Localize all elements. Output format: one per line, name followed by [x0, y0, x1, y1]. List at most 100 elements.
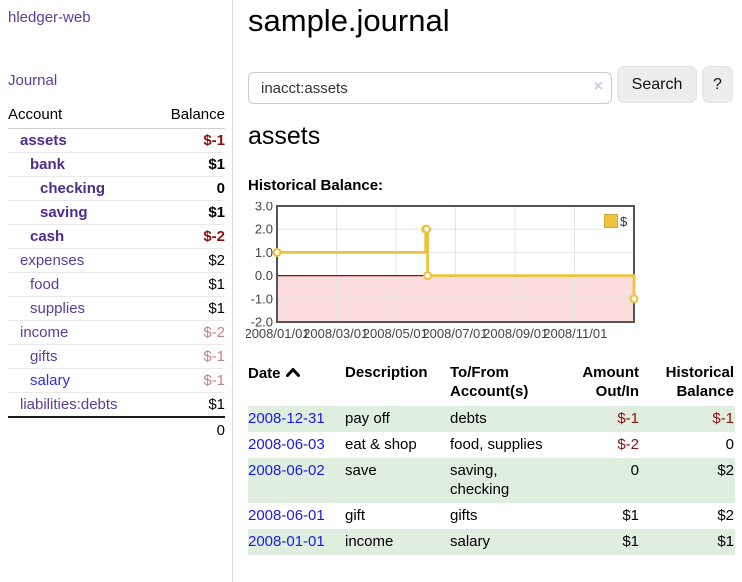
account-link[interactable]: checking: [40, 180, 106, 197]
data-point-marker: [629, 294, 639, 304]
register-header-row: Date Description To/From Account(s) Amou…: [248, 360, 735, 406]
x-axis-tick-label: 2008/03/01: [303, 326, 368, 341]
transaction-row[interactable]: 2008-06-03 eat & shop food, supplies $-2 0: [248, 432, 735, 458]
legend-swatch: [604, 214, 618, 228]
account-row: gifts $-1: [8, 344, 225, 369]
account-row: income $-2: [8, 320, 225, 345]
account-link[interactable]: liabilities:debts: [20, 396, 118, 413]
account-balance: $-1: [153, 344, 225, 369]
balance-column-header-register: Historical Balance: [665, 364, 734, 400]
account-balance: $1: [153, 152, 225, 177]
y-axis-tick-label: -1.0: [251, 291, 273, 306]
account-row: expenses $2: [8, 248, 225, 273]
account-link[interactable]: assets: [20, 132, 67, 149]
page-title: sample.journal: [248, 3, 450, 38]
accounts-total-row: 0: [8, 416, 225, 443]
balance-chart-svg: $3.0 2.0 1.0 0.0 -1.0 -2.02008/01/012008/03/0…: [244, 199, 639, 341]
clear-search-icon[interactable]: ×: [593, 78, 603, 95]
account-column-header: Account: [8, 102, 154, 129]
search-input[interactable]: [248, 72, 612, 104]
account-row: supplies $1: [8, 296, 225, 321]
accounts-table-header: Account Balance: [8, 102, 225, 129]
account-link[interactable]: bank: [30, 156, 66, 173]
account-link[interactable]: salary: [30, 372, 71, 389]
x-axis-tick-label: 2008/11/01: [543, 326, 607, 341]
account-row: food $1: [8, 272, 225, 297]
transaction-accounts-cell: food, supplies: [450, 436, 543, 453]
transaction-date-cell: 2008-01-01: [248, 529, 345, 555]
legend-label: $: [620, 214, 628, 229]
account-row: assets $-1: [8, 129, 225, 153]
y-axis-tick-label: 0.0: [255, 268, 273, 283]
account-balance: $1: [153, 296, 225, 321]
account-heading: assets: [248, 122, 321, 150]
x-axis-tick-label: 2008/07/01: [422, 326, 487, 341]
accounts-total-value: 0: [153, 416, 225, 443]
account-balance: $1: [153, 392, 225, 417]
transaction-description-cell: gift: [345, 507, 366, 524]
account-row: liabilities:debts $1: [8, 392, 225, 417]
account-link[interactable]: food: [30, 276, 60, 293]
account-balance: $1: [153, 272, 225, 297]
transaction-row[interactable]: 2008-01-01 income salary $1 $1: [248, 529, 735, 555]
chart-title: Historical Balance:: [248, 177, 384, 194]
data-point-marker: [422, 224, 432, 234]
historical-balance-chart: $3.0 2.0 1.0 0.0 -1.0 -2.0 2008/01/01 2008/03/0…: [244, 199, 640, 343]
y-axis-tick-label: -2.0: [251, 315, 273, 330]
account-balance: $2: [153, 248, 225, 273]
account-row: salary $-1: [8, 368, 225, 393]
transaction-description-cell: save: [345, 462, 377, 479]
date-column-header[interactable]: Date: [248, 360, 345, 406]
accounts-table: Account Balance assets $-1 bank $1 checking 0…: [8, 102, 225, 443]
transaction-description-cell: pay off: [345, 410, 390, 427]
data-point-marker: [272, 247, 282, 257]
transaction-date-link[interactable]: 2008-06-01: [248, 507, 325, 524]
plot-border: [276, 205, 635, 323]
transaction-date-cell: 2008-06-02: [248, 458, 345, 503]
account-link[interactable]: supplies: [30, 300, 86, 317]
sort-ascending-icon: [285, 363, 300, 382]
transaction-balance-cell: 0: [725, 436, 734, 453]
transaction-row[interactable]: 2008-12-31 pay off debts $-1 $-1: [248, 406, 735, 432]
account-link[interactable]: cash: [30, 228, 65, 245]
transaction-balance-cell: $1: [717, 533, 734, 550]
account-balance: $-2: [153, 224, 225, 249]
transaction-date-link[interactable]: 2008-01-01: [248, 533, 325, 550]
account-balance: 0: [153, 176, 225, 201]
account-link[interactable]: gifts: [30, 348, 58, 365]
chart-legend: $: [602, 213, 632, 230]
account-row: cash $-2: [8, 224, 225, 249]
transaction-accounts-cell: debts: [450, 410, 487, 427]
app-title-link[interactable]: hledger-web: [8, 9, 91, 26]
transaction-date-link[interactable]: 2008-12-31: [248, 410, 325, 427]
account-link[interactable]: income: [20, 324, 69, 341]
transaction-date-link[interactable]: 2008-06-02: [248, 462, 325, 479]
transaction-date-cell: 2008-06-03: [248, 432, 345, 458]
transaction-date-link[interactable]: 2008-06-03: [248, 436, 325, 453]
transaction-amount-cell: $-1: [617, 410, 639, 427]
transaction-row[interactable]: 2008-06-02 save saving, checking 0 $2: [248, 458, 735, 503]
transaction-amount-cell: 0: [630, 462, 639, 479]
account-row: bank $1: [8, 152, 225, 177]
y-axis-tick-label: 1.0: [255, 245, 273, 260]
transaction-date-cell: 2008-12-31: [248, 406, 345, 432]
y-axis-tick-label: 2.0: [255, 222, 273, 237]
sidebar-item-journal[interactable]: Journal: [8, 72, 58, 89]
account-row: checking 0: [8, 176, 225, 201]
register-section: Date Description To/From Account(s) Amou…: [248, 360, 735, 555]
transaction-accounts-cell: saving, checking: [450, 462, 510, 498]
account-link[interactable]: expenses: [20, 252, 85, 269]
account-balance: $-1: [153, 368, 225, 393]
transaction-row[interactable]: 2008-06-01 gift gifts $1 $2: [248, 503, 735, 529]
account-balance: $-1: [203, 132, 225, 149]
transaction-date-cell: 2008-06-01: [248, 503, 345, 529]
description-column-header: Description: [345, 364, 428, 381]
x-axis-tick-label: 2008/09/01: [483, 326, 548, 341]
balance-column-header: Balance: [153, 102, 225, 129]
help-button[interactable]: ?: [702, 66, 733, 103]
account-row: saving $1: [8, 200, 225, 225]
search-button[interactable]: Search: [617, 66, 697, 103]
transaction-amount-cell: $1: [622, 507, 639, 524]
account-link[interactable]: saving: [40, 204, 88, 221]
transaction-description-cell: eat & shop: [345, 436, 417, 453]
